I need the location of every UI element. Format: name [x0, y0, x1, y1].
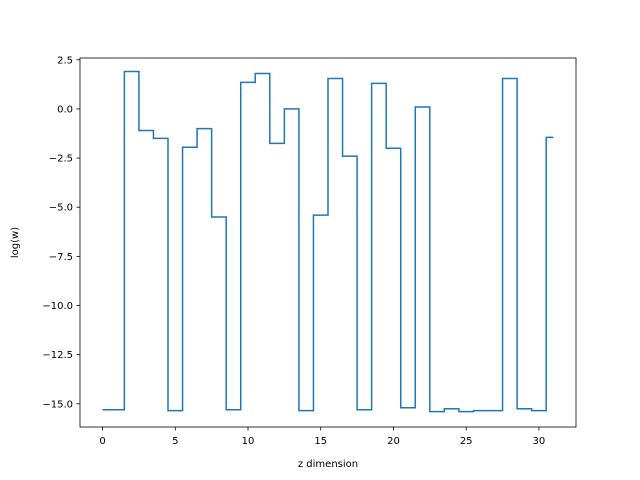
x-tick-label: 0 — [99, 436, 105, 447]
y-tick-label: −2.5 — [49, 154, 73, 165]
plot-area-frame — [79, 57, 577, 428]
y-tick-label: −7.5 — [49, 252, 73, 263]
x-axis-label: z dimension — [298, 459, 358, 470]
x-axis-ticks: 0 5 10 15 20 25 30 — [99, 427, 545, 447]
x-tick-label: 25 — [460, 436, 473, 447]
y-tick-label: 2.5 — [57, 55, 73, 66]
y-tick-label: 0.0 — [57, 104, 73, 115]
x-tick-label: 10 — [242, 436, 255, 447]
x-tick-label: 20 — [387, 436, 400, 447]
y-tick-label: −10.0 — [42, 301, 73, 312]
y-tick-label: −15.0 — [42, 399, 73, 410]
y-axis-ticks: 2.5 0.0 −2.5 −5.0 −7.5 −10.0 −12.5 −15.0 — [42, 55, 80, 410]
series-line — [102, 70, 554, 413]
y-tick-label: −12.5 — [42, 350, 73, 361]
y-tick-label: −5.0 — [49, 203, 73, 214]
y-axis-label: log(w) — [10, 227, 21, 258]
x-tick-label: 5 — [172, 436, 178, 447]
x-tick-label: 30 — [533, 436, 546, 447]
x-tick-label: 15 — [314, 436, 327, 447]
